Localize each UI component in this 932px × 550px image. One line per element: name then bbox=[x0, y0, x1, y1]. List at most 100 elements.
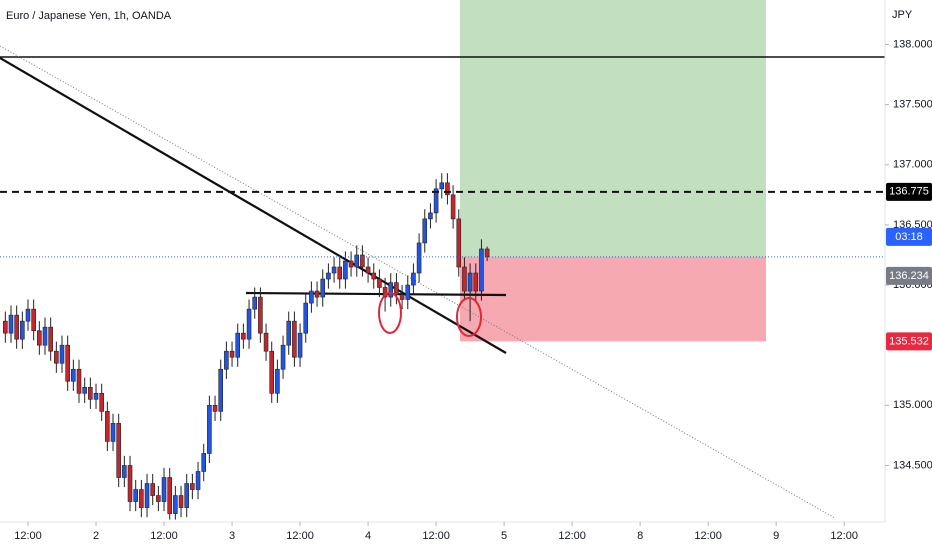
y-tick-label: 136.500 bbox=[893, 219, 932, 231]
candle-body bbox=[8, 314, 14, 334]
candle-body bbox=[229, 350, 235, 358]
countdown-label: 03:18 bbox=[895, 231, 923, 243]
support-line bbox=[245, 291, 507, 297]
x-tick-label: 12:00 bbox=[422, 530, 450, 542]
candle-body bbox=[167, 477, 172, 514]
candle-body bbox=[156, 495, 161, 502]
candle-body bbox=[388, 282, 394, 298]
candle-body bbox=[365, 266, 371, 274]
candle-body bbox=[54, 350, 59, 364]
candle-body bbox=[331, 266, 337, 274]
candle-body bbox=[416, 242, 422, 274]
currency: JPY bbox=[892, 9, 913, 21]
candle-body bbox=[286, 320, 292, 346]
candle-body bbox=[422, 218, 428, 244]
highlight-circle bbox=[456, 297, 482, 337]
candle-body bbox=[258, 296, 263, 334]
candle-body bbox=[343, 260, 348, 280]
candle-body bbox=[377, 278, 382, 288]
candle-body bbox=[25, 308, 31, 322]
candle-body bbox=[150, 483, 155, 496]
candle-body bbox=[37, 330, 42, 346]
candle-body bbox=[20, 320, 25, 340]
candle-body bbox=[269, 350, 275, 394]
candle-body bbox=[31, 308, 36, 332]
candle-body bbox=[445, 182, 450, 196]
x-tick-label: 12:00 bbox=[558, 530, 586, 542]
candle-body bbox=[207, 405, 212, 454]
y-tick-label: 137.000 bbox=[893, 159, 932, 171]
candle-body bbox=[3, 320, 8, 334]
candle-body bbox=[450, 194, 456, 220]
candle-body bbox=[241, 332, 246, 340]
candle-body bbox=[218, 368, 223, 412]
x-tick-label: 12:00 bbox=[286, 530, 314, 542]
candle-body bbox=[280, 344, 286, 370]
candle-body bbox=[428, 212, 433, 220]
candle-body bbox=[382, 287, 388, 298]
x-tick-label: 4 bbox=[365, 530, 371, 542]
candle-body bbox=[122, 465, 127, 478]
candle-body bbox=[48, 326, 53, 352]
candle-body bbox=[195, 471, 201, 490]
candle-body bbox=[473, 272, 479, 292]
candle-body bbox=[190, 483, 195, 490]
candle-body bbox=[224, 350, 229, 370]
candle-body bbox=[371, 272, 377, 280]
candle-body bbox=[405, 284, 411, 300]
target-zone bbox=[460, 0, 766, 257]
candle-body bbox=[467, 272, 473, 292]
target-label-box bbox=[886, 182, 932, 201]
candle-body bbox=[178, 495, 184, 508]
candle-body bbox=[394, 282, 399, 295]
stop-label-box bbox=[886, 332, 932, 351]
y-tick-label: 134.500 bbox=[893, 459, 932, 471]
y-tick-label: 138.000 bbox=[893, 38, 932, 50]
candle-body bbox=[360, 254, 365, 268]
y-tick-label: 135.000 bbox=[893, 399, 932, 411]
last-price-label-box bbox=[886, 266, 932, 285]
candle-body bbox=[139, 489, 144, 508]
candle-body bbox=[462, 266, 467, 292]
candle-body bbox=[399, 294, 405, 300]
x-tick-label: 9 bbox=[773, 530, 779, 542]
candle-body bbox=[110, 423, 116, 442]
candle-body bbox=[456, 218, 462, 268]
candle-body bbox=[76, 368, 82, 394]
highlight-circle bbox=[378, 292, 402, 334]
candle-body bbox=[275, 368, 280, 394]
candle-body bbox=[14, 314, 19, 340]
candle-body bbox=[184, 483, 189, 508]
chart-title: Euro / Japanese Yen, 1h, OANDA bbox=[6, 10, 172, 22]
candle-body bbox=[354, 254, 360, 268]
candle-body bbox=[161, 477, 167, 502]
candle-body bbox=[252, 296, 258, 310]
countdown-label-box bbox=[886, 227, 932, 246]
x-tick-label: 8 bbox=[637, 530, 643, 542]
trendline bbox=[0, 57, 507, 354]
candle-body bbox=[246, 308, 252, 340]
candle-body bbox=[337, 266, 343, 280]
x-tick-label: 12:00 bbox=[694, 530, 722, 542]
candle-body bbox=[144, 483, 150, 508]
x-tick-label: 12:00 bbox=[150, 530, 178, 542]
x-tick-label: 12:00 bbox=[830, 530, 858, 542]
last-price-label: 136.234 bbox=[889, 270, 929, 282]
candle-body bbox=[479, 248, 484, 292]
candle-body bbox=[105, 411, 110, 442]
candle-body bbox=[314, 290, 320, 298]
x-tick-label: 3 bbox=[229, 530, 235, 542]
x-tick-label: 2 bbox=[93, 530, 99, 542]
x-tick-label: 5 bbox=[501, 530, 507, 542]
candle-body bbox=[116, 423, 121, 478]
candle-body bbox=[303, 302, 309, 334]
candle-body bbox=[292, 320, 297, 358]
candle-body bbox=[71, 368, 76, 382]
candle-body bbox=[201, 453, 206, 472]
candle-body bbox=[82, 386, 87, 394]
candle-body bbox=[42, 326, 48, 346]
x-tick-label: 12:00 bbox=[14, 530, 42, 542]
candle-body bbox=[309, 290, 314, 304]
candle-body bbox=[88, 386, 93, 400]
